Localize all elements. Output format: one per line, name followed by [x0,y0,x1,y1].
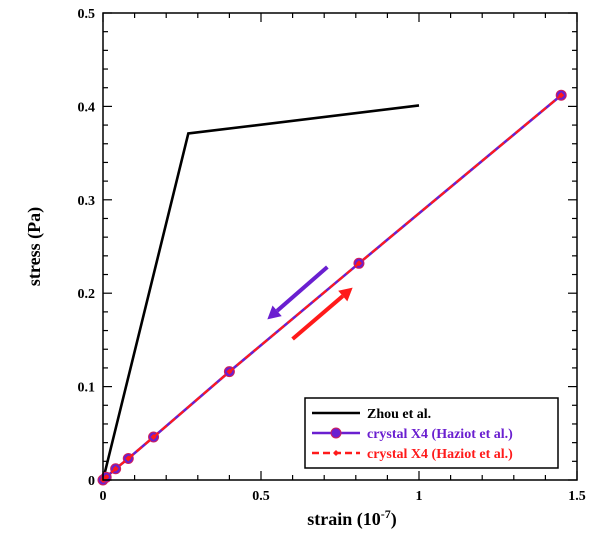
direction-arrow [291,287,353,341]
series-3 [100,92,565,483]
x-tick-label: 0 [100,489,107,504]
y-axis-title: stress (Pa) [24,207,45,286]
x-axis-title-main: strain (10 [307,509,381,530]
legend-label: crystal X4 (Haziot et al.) [367,427,513,442]
legend: Zhou et al. crystal X4 (Haziot et al.) cry… [304,397,559,469]
arrow-shaft [275,265,329,313]
x-axis-title-close: ) [391,509,397,530]
x-axis-title-exponent: -7 [381,507,391,521]
arrow-head [338,287,353,302]
legend-marker [333,450,339,456]
y-tick-label: 0.1 [78,381,96,396]
data-point [226,368,233,375]
x-axis-title: strain (10-7) [307,507,397,530]
plot-frame [102,12,578,481]
x-tick-label: 1.5 [568,489,586,504]
y-tick-label: 0 [88,474,95,489]
data-point [150,434,157,441]
arrow-shaft [291,294,345,341]
data-point [125,455,132,462]
data-point [355,260,362,267]
legend-marker [330,427,342,439]
axis-ticks: 0 0.5 1 1.5 0 0.1 0.2 0.3 0.4 0.5 [78,7,586,504]
legend-entry: crystal X4 (Haziot et al.) [312,447,513,462]
y-tick-label: 0.4 [78,100,96,115]
data-point [558,92,565,99]
direction-arrow [267,265,329,320]
arrow-head [267,305,282,320]
y-tick-label: 0.5 [78,7,96,22]
x-tick-label: 1 [416,489,423,504]
data-point [103,474,110,481]
series-1 [101,104,420,481]
legend-entry: Zhou et al. [312,407,431,422]
series-line [101,104,420,481]
y-tick-label: 0.2 [78,287,96,302]
legend-entry: crystal X4 (Haziot et al.) [312,427,513,442]
legend-label: crystal X4 (Haziot et al.) [367,447,513,462]
x-tick-label: 0.5 [252,489,270,504]
data-point [112,465,119,472]
y-tick-label: 0.3 [78,194,96,209]
plot-marks [97,89,567,486]
legend-label: Zhou et al. [367,407,431,422]
